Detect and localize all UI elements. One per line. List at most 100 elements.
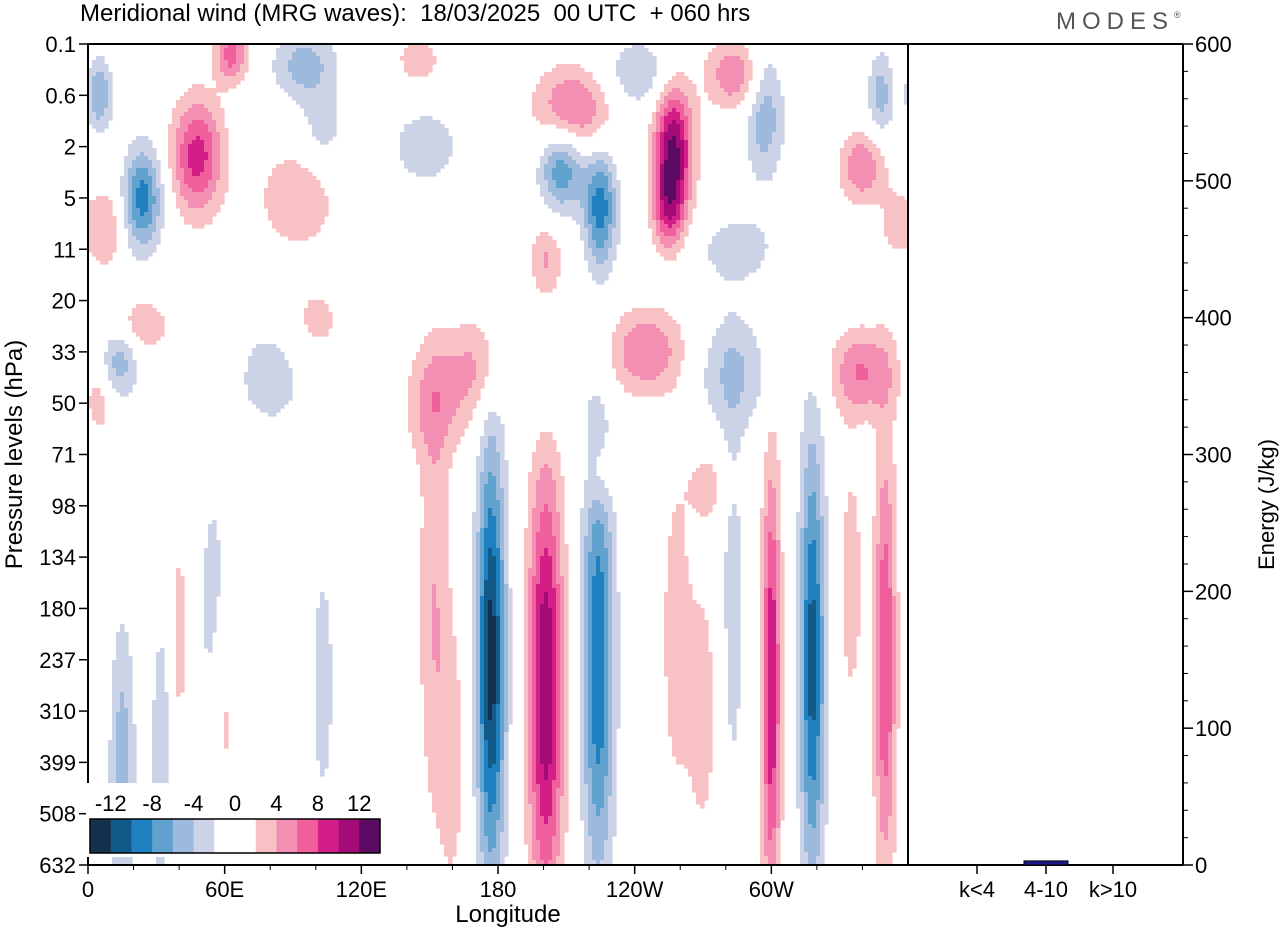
heatmap-cell (612, 664, 621, 669)
heatmap-cell (536, 504, 545, 509)
heatmap-cell (400, 156, 449, 161)
heatmap-cell (580, 620, 585, 625)
heatmap-cell (716, 328, 753, 333)
heatmap-cell (768, 508, 777, 513)
heatmap-cell (540, 680, 553, 685)
heatmap-cell (768, 144, 781, 149)
heatmap-cell (604, 648, 609, 653)
heatmap-cell (756, 136, 773, 141)
heatmap-cell (724, 604, 741, 609)
heatmap-cell (760, 752, 765, 757)
heatmap-cell (704, 84, 721, 89)
heatmap-cell (188, 124, 209, 129)
heatmap-cell (688, 164, 693, 169)
heatmap-cell (728, 444, 741, 449)
heatmap-cell (176, 596, 185, 601)
heatmap-cell (176, 644, 185, 649)
heatmap-cell (876, 460, 893, 465)
heatmap-cell (808, 580, 817, 585)
heatmap-cell (820, 616, 825, 621)
heatmap-cell (420, 592, 433, 597)
heatmap-cell (592, 652, 605, 657)
heatmap-cell (764, 456, 777, 461)
heatmap-cell (524, 672, 529, 677)
heatmap-cell (528, 764, 533, 769)
heatmap-cell (824, 712, 829, 717)
heatmap-cell (536, 688, 541, 693)
heatmap-cell (656, 232, 665, 237)
heatmap-cell (756, 92, 781, 97)
heatmap-cell (588, 524, 593, 529)
heatmap-cell (876, 92, 889, 97)
heatmap-cell (764, 76, 777, 81)
heatmap-cell (564, 656, 569, 661)
heatmap-cell (868, 80, 877, 85)
heatmap-cell (204, 568, 221, 573)
heatmap-cell (808, 704, 817, 709)
heatmap-cell (876, 104, 885, 109)
heatmap-cell (892, 372, 901, 377)
heatmap-cell (476, 508, 481, 513)
heatmap-cell (504, 692, 509, 697)
heatmap-cell (564, 80, 581, 85)
heatmap-cell (524, 592, 529, 597)
heatmap-cell (676, 212, 681, 217)
heatmap-cell (152, 212, 161, 217)
heatmap-cell (316, 720, 333, 725)
heatmap-cell (844, 580, 861, 585)
heatmap-cell (552, 716, 557, 721)
heatmap-cell (536, 588, 557, 593)
heatmap-cell (180, 192, 213, 197)
heatmap-cell (848, 672, 853, 677)
heatmap-cell (668, 704, 713, 709)
heatmap-cell (184, 112, 213, 117)
heatmap-cell (532, 556, 537, 561)
heatmap-cell (892, 568, 897, 573)
heatmap-cell (580, 596, 585, 601)
heatmap-cell (496, 616, 501, 621)
heatmap-cell (660, 116, 665, 121)
heatmap-cell (480, 696, 485, 701)
heatmap-cell (536, 692, 541, 697)
heatmap-cell (768, 448, 777, 453)
heatmap-cell (580, 560, 585, 565)
heatmap-cell (796, 696, 801, 701)
heatmap-cell (588, 196, 593, 201)
heatmap-cell (796, 524, 805, 529)
heatmap-cell (560, 560, 569, 565)
heatmap-cell (728, 716, 737, 721)
heatmap-cell (500, 468, 509, 473)
heatmap-cell (584, 540, 593, 545)
heatmap-cell (872, 572, 877, 577)
heatmap-cell (796, 660, 801, 665)
heatmap-cell (832, 356, 845, 361)
heatmap-cell (536, 440, 557, 445)
heatmap-cell (804, 508, 809, 513)
heatmap-cell (584, 256, 597, 261)
heatmap-cell (88, 396, 105, 401)
heatmap-cell (476, 676, 481, 681)
heatmap-cell (680, 124, 685, 129)
heatmap-cell (824, 744, 829, 749)
heatmap-cell (664, 672, 713, 677)
heatmap-cell (656, 140, 661, 145)
heatmap-cell (500, 636, 505, 641)
heatmap-cell (440, 668, 457, 673)
heatmap-cell (484, 456, 501, 461)
heatmap-cell (892, 740, 897, 745)
heatmap-cell (564, 752, 569, 757)
heatmap-cell (860, 188, 865, 193)
heatmap-cell (816, 688, 821, 693)
heatmap-cell (476, 644, 481, 649)
heatmap-cell (560, 656, 565, 661)
heatmap-cell (880, 728, 893, 733)
heatmap-cell (584, 592, 589, 597)
heatmap-cell (204, 628, 217, 633)
heatmap-cell (500, 652, 505, 657)
heatmap-cell (684, 108, 693, 113)
heatmap-cell (504, 680, 509, 685)
heatmap-cell (108, 376, 137, 381)
heatmap-cell (240, 64, 249, 69)
heatmap-cell (472, 676, 477, 681)
heatmap-cell (592, 768, 609, 773)
